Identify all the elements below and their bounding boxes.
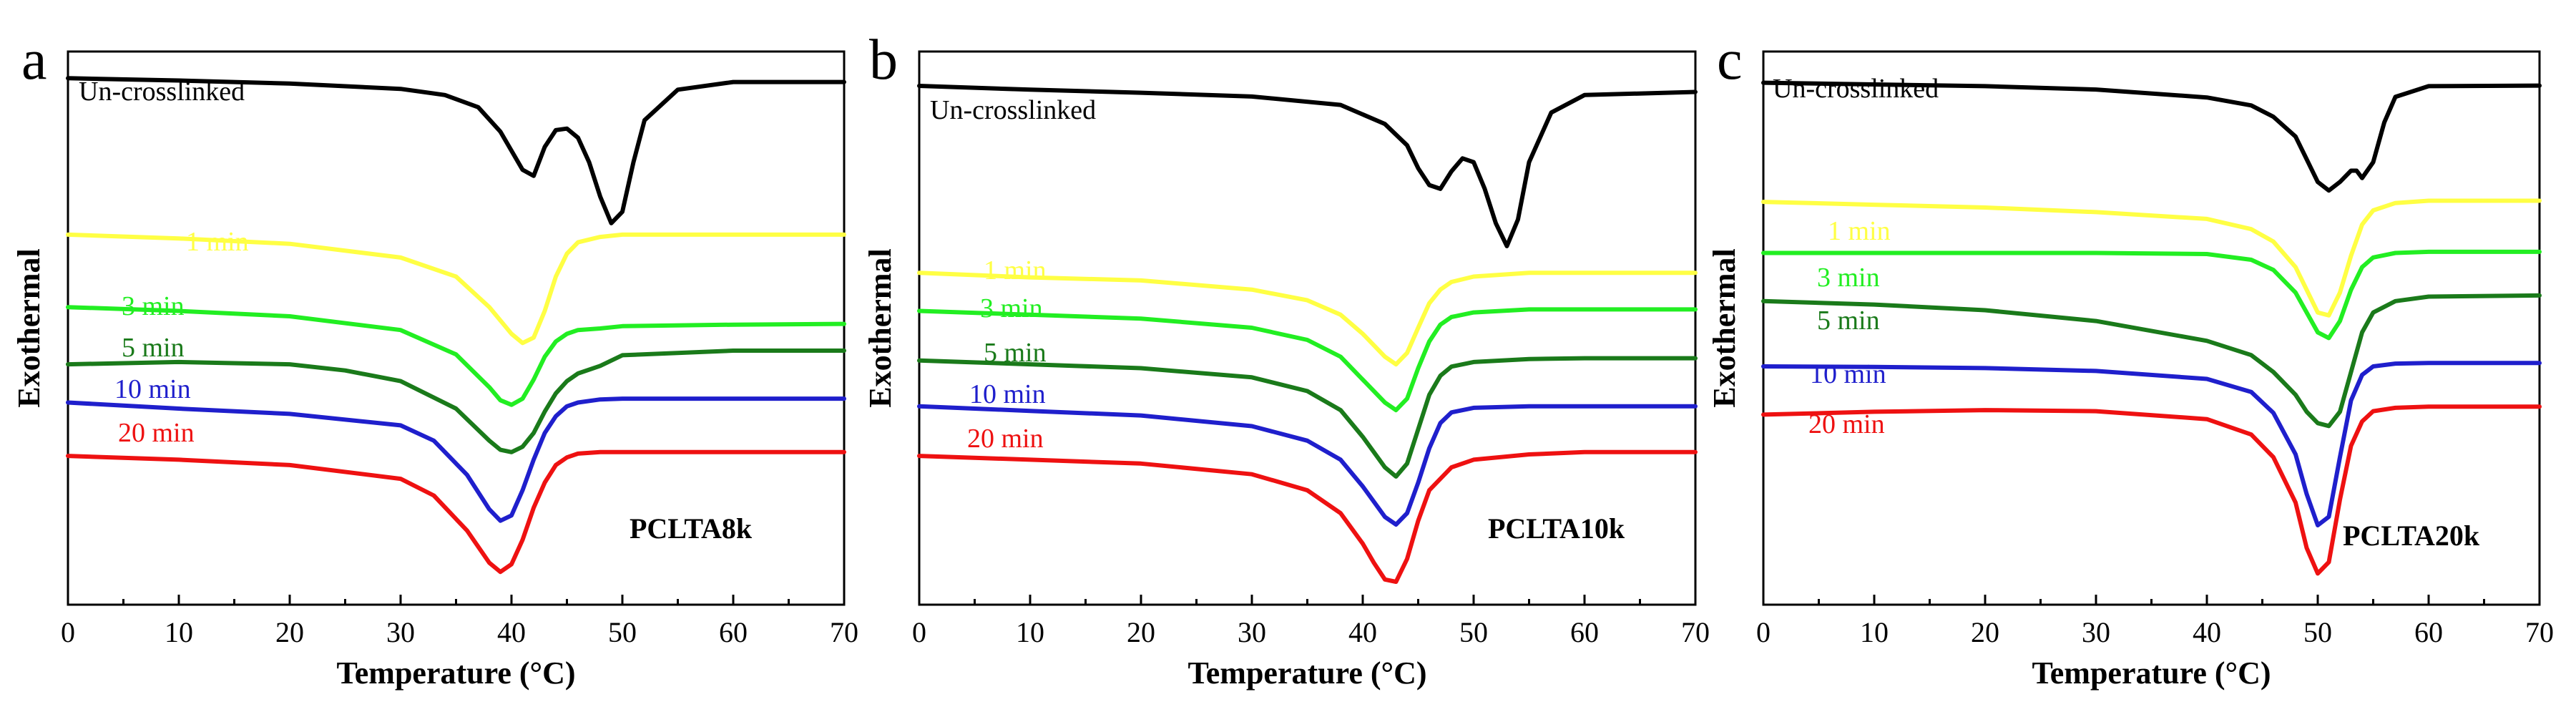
series-label: 3 min xyxy=(980,293,1043,323)
series-label: 5 min xyxy=(984,338,1047,368)
x-tick-label: 50 xyxy=(608,616,637,648)
x-tick-label: 20 xyxy=(275,616,304,648)
x-tick-label: 0 xyxy=(1756,616,1771,648)
series-line-3-min xyxy=(917,307,1698,413)
series-label: 1 min xyxy=(1828,216,1891,246)
x-tick-label: 20 xyxy=(1127,616,1155,648)
x-tick-label: 30 xyxy=(1238,616,1266,648)
x-tick-label: 30 xyxy=(2082,616,2110,648)
x-tick-label: 60 xyxy=(1570,616,1599,648)
series-label: 1 min xyxy=(984,255,1047,286)
sample-label: PCLTA10k xyxy=(1488,512,1625,545)
panel-a: 0 10 20 30 40 50 60 70 Un-crosslinked 1 min 3 min 5… xyxy=(11,29,858,691)
y-axis-title: Exothermal xyxy=(1707,248,1742,407)
series-label: 3 min xyxy=(122,291,185,321)
series-line-1-min xyxy=(66,232,846,346)
x-tick-label: 40 xyxy=(1348,616,1377,648)
series-line-un-crosslinked xyxy=(66,76,846,225)
x-tick-label: 0 xyxy=(912,616,926,648)
y-axis-title: Exothermal xyxy=(11,248,46,407)
x-tick-label: 0 xyxy=(61,616,75,648)
series-line-un-crosslinked xyxy=(917,84,1698,248)
series-label: 1 min xyxy=(186,227,249,257)
x-tick-label: 10 xyxy=(1016,616,1044,648)
series-label: 5 min xyxy=(1817,306,1880,336)
panel-letter: a xyxy=(21,29,47,92)
x-tick-label: 70 xyxy=(830,616,858,648)
series-label: 3 min xyxy=(1817,263,1880,293)
x-axis-title: Temperature (°C) xyxy=(336,655,575,691)
panel-b: 0 10 20 30 40 50 60 70 Un-crosslinked 1 min 3 min 5… xyxy=(863,29,1710,691)
series-label: Un-crosslinked xyxy=(930,95,1096,125)
panel-letter: c xyxy=(1717,29,1743,92)
x-tick-label: 40 xyxy=(497,616,526,648)
y-axis-title: Exothermal xyxy=(863,248,898,407)
panel-letter: b xyxy=(869,29,898,92)
x-tick-label: 40 xyxy=(2193,616,2221,648)
series-line-3-min xyxy=(1761,249,2542,341)
series-label: Un-crosslinked xyxy=(1773,74,1939,104)
series-label: Un-crosslinked xyxy=(79,77,245,107)
x-tick-label: 70 xyxy=(1681,616,1710,648)
series-line-10-min xyxy=(917,404,1698,527)
x-axis-title: Temperature (°C) xyxy=(1187,655,1426,691)
sample-label: PCLTA8k xyxy=(630,512,753,545)
x-tick-label: 50 xyxy=(2303,616,2332,648)
series-label: 10 min xyxy=(114,374,191,404)
panel-c: 0 10 20 30 40 50 60 70 Un-crosslinked 1 min 3 min 5… xyxy=(1707,29,2554,691)
series-line-5-min xyxy=(66,348,846,454)
series-line-20-min xyxy=(917,449,1698,584)
x-tick-label: 50 xyxy=(1459,616,1488,648)
x-tick-label: 60 xyxy=(2414,616,2443,648)
series-label: 20 min xyxy=(118,418,195,448)
series-line-5-min xyxy=(1761,293,2542,429)
x-tick-label: 30 xyxy=(386,616,415,648)
x-tick-label: 10 xyxy=(1860,616,1889,648)
x-tick-label: 20 xyxy=(1971,616,1999,648)
x-tick-label: 70 xyxy=(2525,616,2554,648)
x-tick-label: 10 xyxy=(165,616,193,648)
series-line-10-min xyxy=(66,396,846,523)
series-line-10-min xyxy=(1761,361,2542,527)
series-label: 5 min xyxy=(122,333,185,363)
x-axis-title: Temperature (°C) xyxy=(2032,655,2271,691)
series-label: 20 min xyxy=(1808,409,1885,439)
x-tick-label: 60 xyxy=(719,616,748,648)
series-line-1-min xyxy=(1761,198,2542,318)
series-label: 10 min xyxy=(969,379,1046,409)
series-line-3-min xyxy=(66,305,846,407)
series-line-1-min xyxy=(917,270,1698,367)
series-line-5-min xyxy=(917,356,1698,479)
sample-label: PCLTA20k xyxy=(2343,520,2480,552)
series-label: 20 min xyxy=(967,424,1044,454)
series-line-20-min xyxy=(1761,404,2542,576)
series-line-20-min xyxy=(66,449,846,575)
series-label: 10 min xyxy=(1810,359,1886,389)
series-line-un-crosslinked xyxy=(1761,80,2542,193)
